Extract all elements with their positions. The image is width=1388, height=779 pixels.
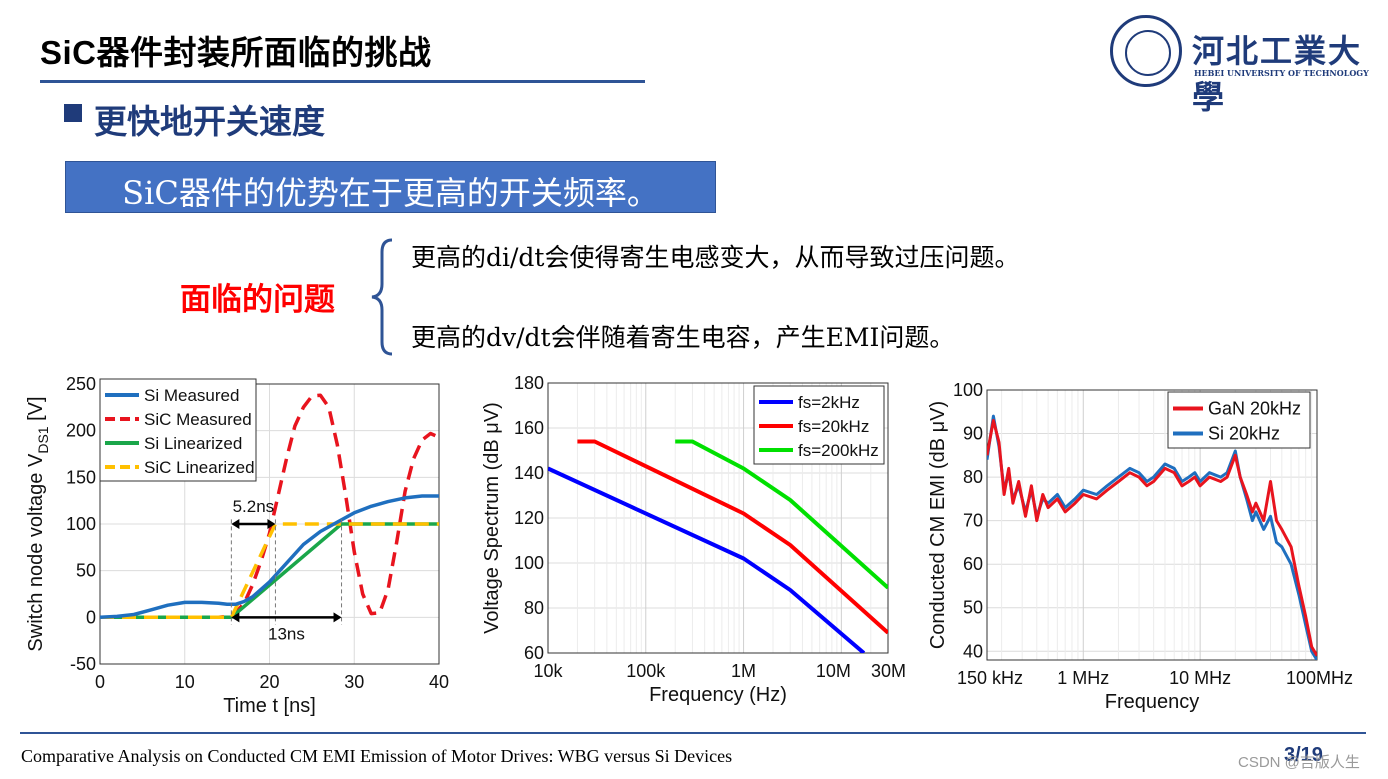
legend-box (1167, 391, 1311, 449)
x-tick-label: 1 MHz (1057, 668, 1109, 688)
arrowhead (333, 612, 342, 623)
y-tick-label: 100 (953, 380, 983, 400)
y-tick-label: 90 (963, 424, 983, 444)
y-axis-title-unit: [V] (25, 396, 47, 426)
x-tick-label: 1M (731, 661, 756, 681)
legend-label: SiC Linearized (144, 458, 255, 477)
x-tick-label: 20 (259, 672, 279, 692)
y-tick-label: 0 (86, 607, 96, 627)
series-line-gan-20khz (987, 419, 1317, 657)
legend-label: fs=20kHz (798, 417, 869, 436)
x-axis-title: Frequency (1105, 691, 1200, 713)
y-tick-label: 100 (514, 553, 544, 573)
x-tick-label: 30M (871, 661, 906, 681)
x-tick-label: 10 (175, 672, 195, 692)
y-tick-label: 140 (514, 463, 544, 483)
watermark: CSDN @吉版人生 (1238, 754, 1360, 771)
y-tick-label: 120 (514, 508, 544, 528)
legend-label: SiC Measured (144, 410, 252, 429)
legend-label: Si Linearized (144, 434, 242, 453)
series-line-sic-measured (100, 393, 439, 620)
legend-label: fs=2kHz (798, 393, 860, 412)
x-tick-label: 100k (626, 661, 666, 681)
x-tick-label: 10M (816, 661, 851, 681)
highlight-box-text: SiC器件的优势在于更高的开关频率。 (122, 174, 659, 212)
annotation-5-2ns: 5.2ns (233, 497, 275, 516)
x-tick-label: 100MHz (1286, 668, 1353, 688)
x-tick-label: 40 (429, 672, 449, 692)
y-tick-label: -50 (70, 654, 96, 674)
y-axis-title: Voltage Spectrum (dB μV) (481, 402, 503, 634)
curly-brace-icon (371, 238, 393, 356)
legend-box (99, 378, 257, 482)
y-tick-label: 160 (514, 418, 544, 438)
y-tick-label: 150 (66, 467, 96, 487)
bullet-square-icon (64, 104, 82, 122)
problem-label: 面临的问题 (180, 282, 335, 317)
cm-emi-chart: 100 90 80 70 60 50 40 150 kHz 1 MHz 10 MHz 100MHz F… (927, 380, 1353, 713)
series-line-sic-linearized (100, 522, 439, 620)
arrowhead (231, 519, 240, 529)
university-logo-english: HEBEI UNIVERSITY OF TECHNOLOGY (1194, 68, 1369, 78)
footer-rule (20, 732, 1366, 734)
x-axis-title: Time t [ns] (223, 695, 316, 717)
arrowhead (231, 612, 240, 623)
series-line-fs-200khz (675, 439, 888, 590)
series-line-fs-2khz (548, 466, 866, 653)
x-axis-title: Frequency (Hz) (649, 684, 787, 706)
x-tick-label: 150 kHz (957, 668, 1023, 688)
y-tick-label: 60 (963, 554, 983, 574)
y-tick-label: 250 (66, 374, 96, 394)
annotation-13ns: 13ns (268, 624, 305, 643)
y-tick-label: 80 (524, 598, 544, 618)
legend-label: Si Measured (144, 386, 239, 405)
title-underline (40, 80, 645, 83)
highlight-box: SiC器件的优势在于更高的开关频率。 (65, 161, 716, 213)
bullet-heading: 更快地开关速度 (94, 103, 325, 140)
y-tick-label: 40 (963, 641, 983, 661)
series-line-fs-20khz (577, 439, 888, 635)
y-tick-label: 70 (963, 511, 983, 531)
page-number: 3/19 (1284, 744, 1323, 766)
problem-item-2: 更高的dv/dt会伴随着寄生电容，产生EMI问题。 (411, 323, 955, 352)
series-line-si-measured (100, 494, 439, 620)
x-tick-label: 10k (533, 661, 563, 681)
y-tick-label: 200 (66, 421, 96, 441)
university-logo-text: 河北工業大學 (1192, 32, 1363, 116)
legend-label: fs=200kHz (798, 441, 879, 460)
x-tick-label: 0 (95, 672, 105, 692)
x-tick-label: 10 MHz (1169, 668, 1231, 688)
series-line-si-linearized (100, 522, 439, 620)
y-tick-label: 50 (963, 598, 983, 618)
slide-title: SiC器件封装所面临的挑战 (40, 34, 432, 71)
y-tick-label: 60 (524, 643, 544, 663)
y-tick-label: 100 (66, 514, 96, 534)
arrowhead (267, 519, 276, 529)
footer-citation: Comparative Analysis on Conducted CM EMI… (21, 746, 733, 766)
x-tick-label: 30 (344, 672, 364, 692)
y-tick-label: 80 (963, 467, 983, 487)
plot-frame (547, 382, 889, 654)
legend-label: GaN 20kHz (1208, 399, 1301, 419)
problem-item-1: 更高的di/dt会使得寄生电感变大，从而导致过压问题。 (411, 243, 1020, 272)
y-tick-label: 180 (514, 373, 544, 393)
plot-frame (986, 389, 1318, 661)
y-tick-label: 50 (76, 561, 96, 581)
y-axis-title: Conducted CM EMI (dB μV) (927, 401, 949, 649)
university-seal-icon (1110, 15, 1182, 87)
y-axis-title: Switch node voltage VDS1 [V] (25, 396, 51, 651)
y-axis-title-subscript: DS1 (35, 426, 51, 453)
legend-label: Si 20kHz (1208, 424, 1280, 444)
